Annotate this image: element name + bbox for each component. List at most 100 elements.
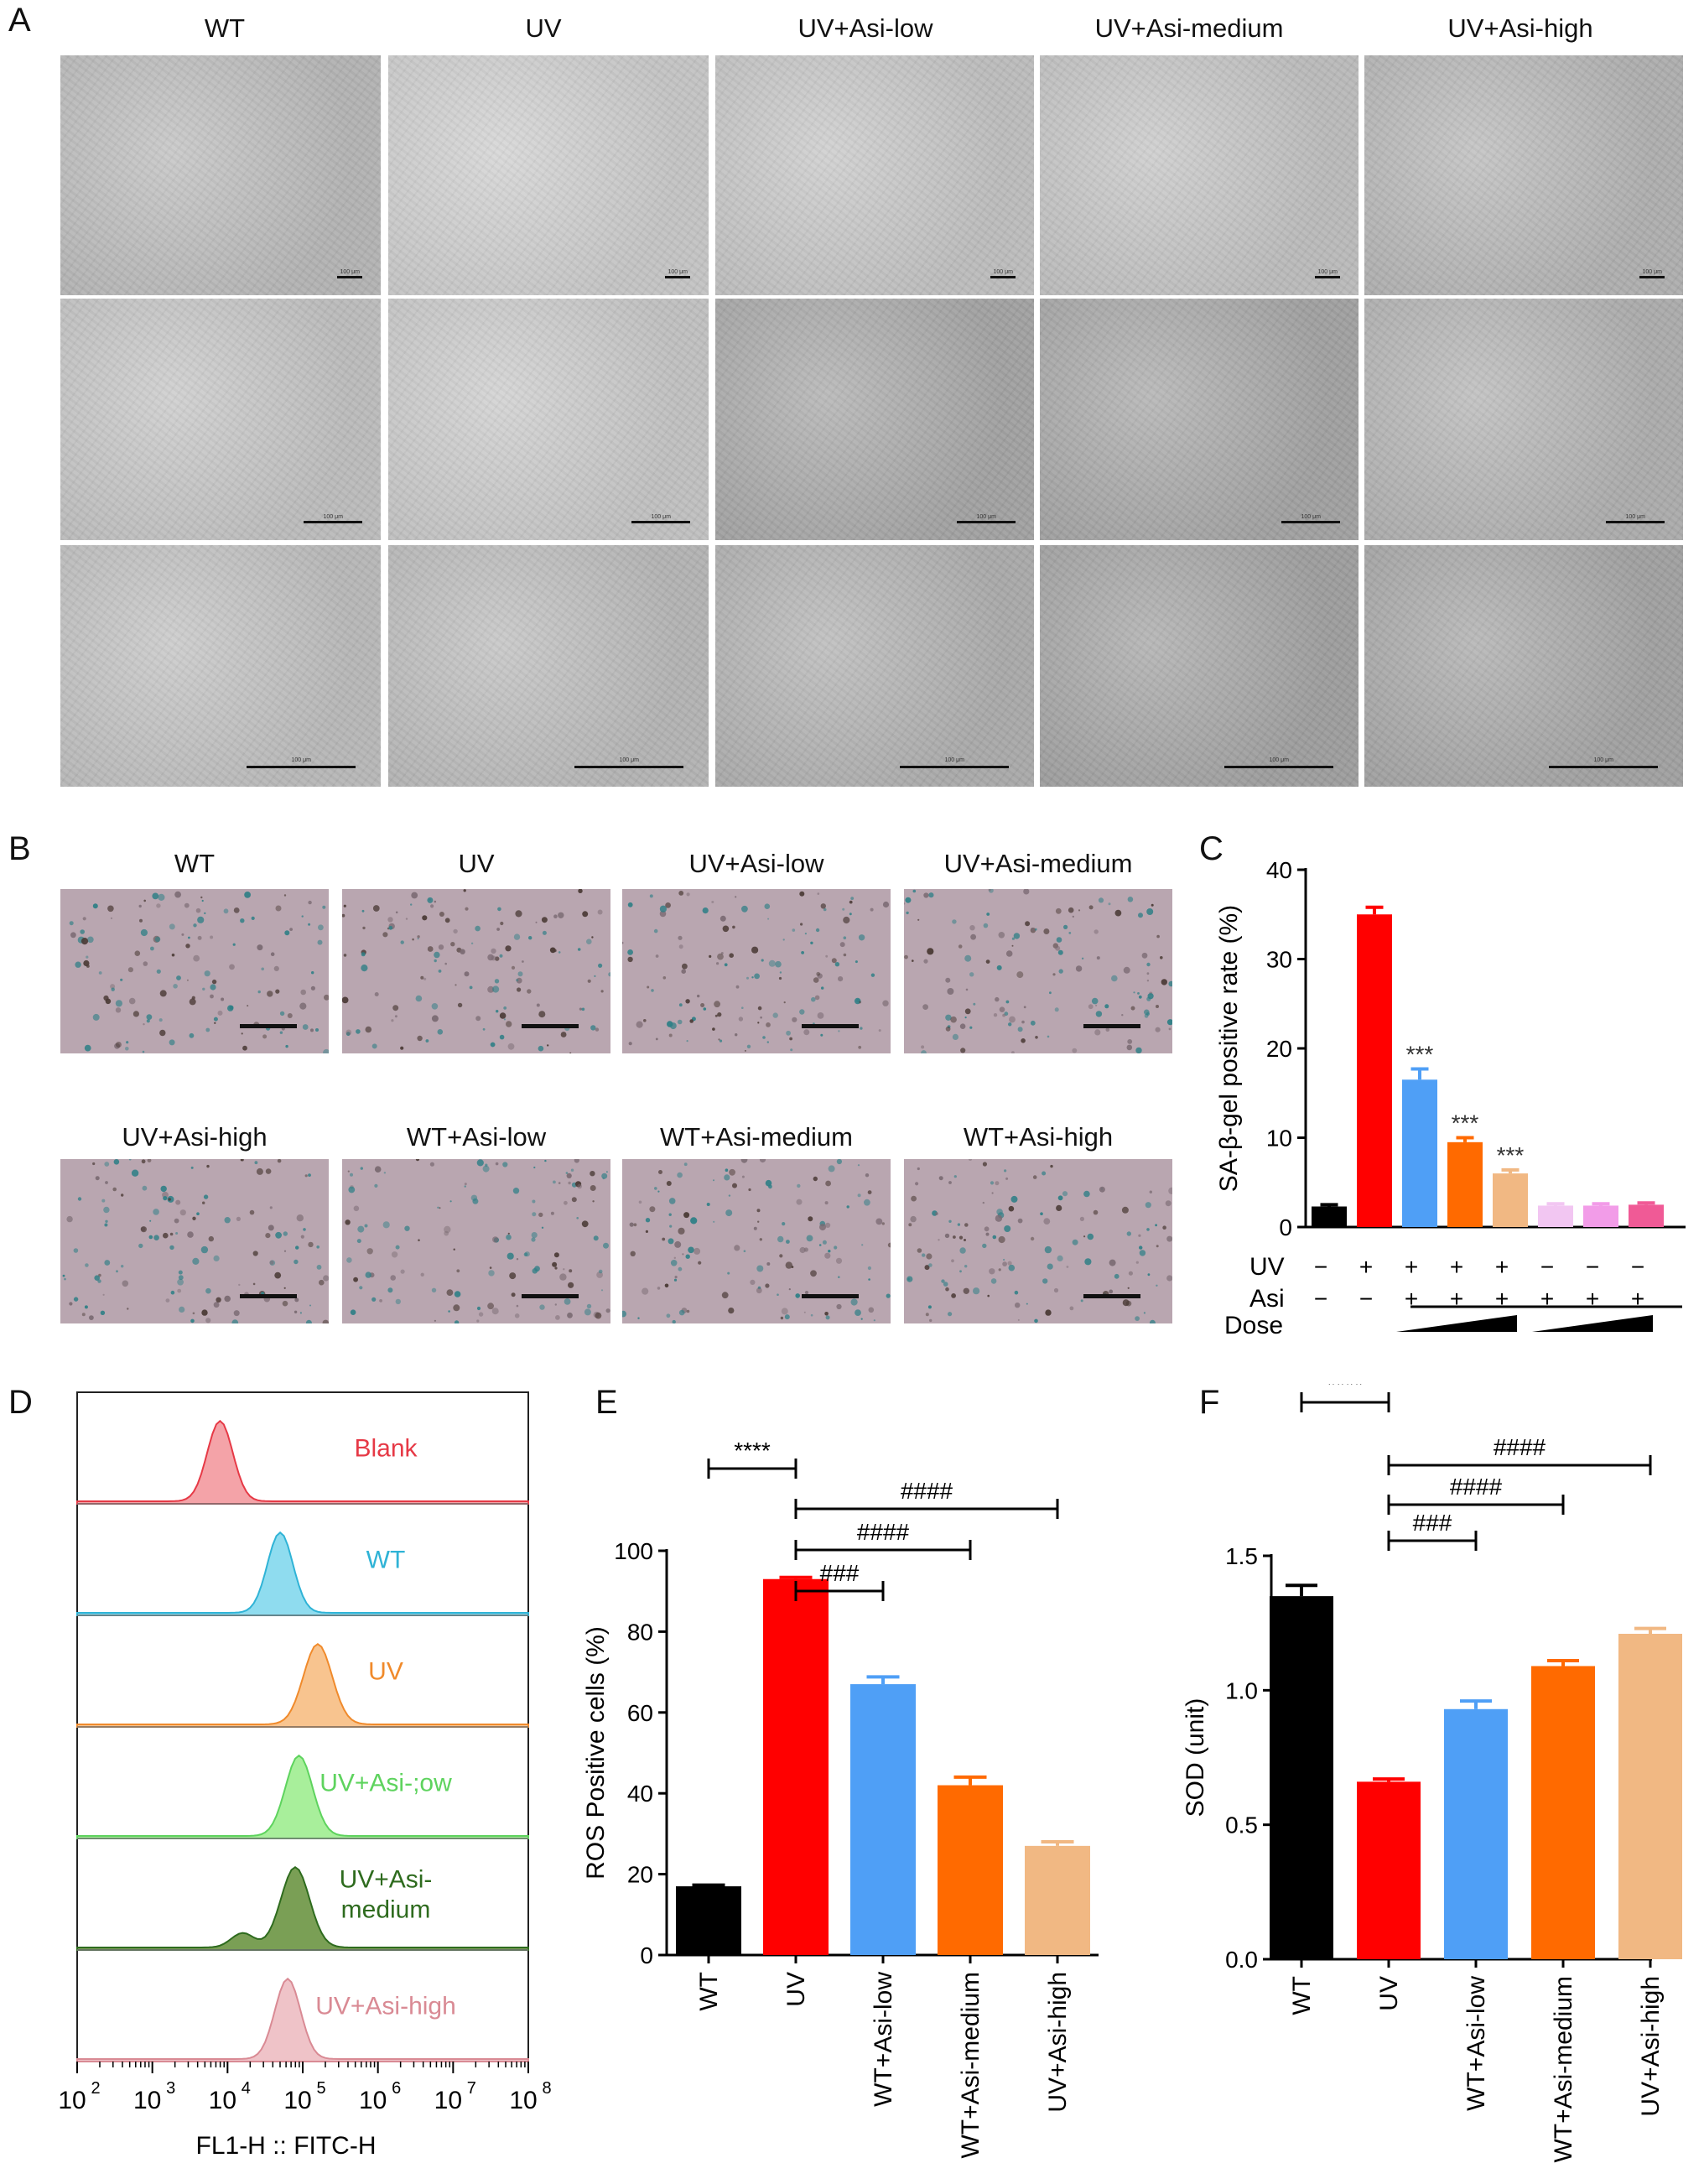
stained-cell: [257, 990, 261, 994]
bar: [1447, 1141, 1483, 1227]
stained-cell: [1088, 905, 1094, 910]
stained-cell: [1004, 1169, 1007, 1173]
stained-cell: [1146, 980, 1150, 982]
stained-cell: [128, 997, 136, 1005]
stained-cell: [262, 1034, 268, 1039]
stained-cell: [668, 1198, 676, 1204]
stained-cell: [629, 1222, 634, 1227]
stained-cell: [189, 1032, 195, 1038]
stained-cell: [819, 1224, 826, 1231]
y-tick-label: 1.0: [1225, 1677, 1258, 1703]
stained-cell: [62, 1274, 65, 1277]
stained-cell: [943, 1282, 948, 1287]
stained-cell: [75, 961, 81, 968]
scale-bar: [900, 766, 1009, 768]
stained-cell: [711, 901, 714, 903]
stained-cell: [678, 1309, 685, 1316]
stained-cell: [231, 1319, 239, 1323]
stained-cell: [960, 1048, 966, 1053]
stained-cell: [487, 985, 495, 993]
stained-cell: [922, 1253, 926, 1257]
stained-cell: [310, 1028, 314, 1032]
stained-cell: [210, 994, 214, 999]
stained-cell: [560, 1032, 567, 1037]
stained-cell: [668, 1213, 672, 1216]
stained-cell: [1109, 1289, 1114, 1294]
stained-cell: [173, 984, 178, 989]
stained-cell: [85, 1263, 89, 1267]
stained-cell: [645, 1230, 648, 1233]
stained-cell: [82, 917, 86, 921]
panel-e-letter: E: [595, 1384, 618, 1421]
stained-cell: [958, 1235, 964, 1240]
stained-cell: [677, 1172, 683, 1178]
stained-cell: [750, 1279, 756, 1285]
stained-cell: [257, 944, 263, 951]
stained-cell: [453, 1304, 460, 1312]
stained-cell: [725, 1209, 733, 1217]
stained-cell: [171, 953, 175, 957]
stained-cell: [348, 1186, 356, 1193]
stained-cell: [951, 1293, 956, 1298]
y-tick-label: 1.5: [1225, 1543, 1258, 1569]
stained-cell: [1002, 1013, 1005, 1017]
stained-cell: [929, 1318, 933, 1323]
stained-cell: [304, 1174, 308, 1178]
stained-cell: [638, 1200, 642, 1204]
stained-cell: [104, 1260, 111, 1266]
stained-cell: [995, 1181, 1000, 1186]
stained-cell: [927, 1305, 932, 1309]
stained-cell: [1147, 993, 1154, 1000]
stained-cell: [153, 1235, 159, 1240]
stained-cell: [418, 1239, 420, 1241]
stained-cell: [964, 1239, 966, 1241]
stained-cell: [256, 1167, 263, 1175]
stained-cell: [804, 1291, 809, 1295]
stained-cell: [1058, 969, 1063, 974]
stained-cell: [205, 1318, 211, 1323]
stained-cell: [1138, 995, 1142, 999]
stained-cell: [300, 989, 307, 996]
y-tick-label: 0.5: [1225, 1812, 1258, 1838]
stained-cell: [254, 1161, 258, 1165]
stained-cell: [159, 990, 167, 997]
treatment-sign: −: [1314, 1254, 1327, 1280]
stained-cell: [487, 954, 494, 961]
stained-cell: [1063, 924, 1068, 929]
stained-cell: [681, 969, 686, 974]
stained-cell: [849, 900, 853, 904]
stained-cell: [345, 1219, 351, 1225]
stained-cell: [850, 897, 855, 900]
stained-cell: [799, 1246, 806, 1254]
stained-cell: [553, 949, 557, 953]
stained-cell: [316, 1265, 322, 1270]
scale-bar-label: 100 μm: [1301, 514, 1322, 520]
stained-cell: [911, 1195, 917, 1202]
stained-cell: [1143, 1312, 1146, 1314]
scale-bar-label: 100 μm: [291, 757, 312, 763]
micrograph-image: 100 μm: [1364, 545, 1683, 787]
stained-cell: [1144, 1013, 1149, 1018]
stained-cell: [252, 1282, 256, 1286]
treatment-sign: −: [1586, 1254, 1599, 1280]
scale-bar: [574, 766, 683, 768]
stained-cell: [128, 1159, 132, 1161]
stained-cell: [394, 1015, 397, 1018]
stained-cell: [568, 1181, 571, 1185]
stained-cell: [417, 935, 420, 939]
scale-bar: [1083, 1024, 1140, 1028]
stained-cell: [387, 1287, 393, 1293]
stained-cell: [725, 1168, 729, 1172]
stained-cell: [482, 1165, 490, 1173]
panel-a-column-title: UV+Asi-high: [1447, 13, 1593, 43]
scale-bar: [522, 1024, 579, 1028]
stained-cell: [686, 1309, 690, 1313]
stained-cell: [564, 1200, 568, 1205]
stained-cell: [637, 1317, 640, 1319]
y-tick-label: 40: [627, 1781, 653, 1807]
stained-cell: [302, 1024, 309, 1030]
stained-cell: [996, 1209, 1003, 1215]
stained-cell: [633, 1223, 637, 1227]
stained-cell: [200, 896, 203, 899]
stained-cell: [995, 1214, 1003, 1222]
